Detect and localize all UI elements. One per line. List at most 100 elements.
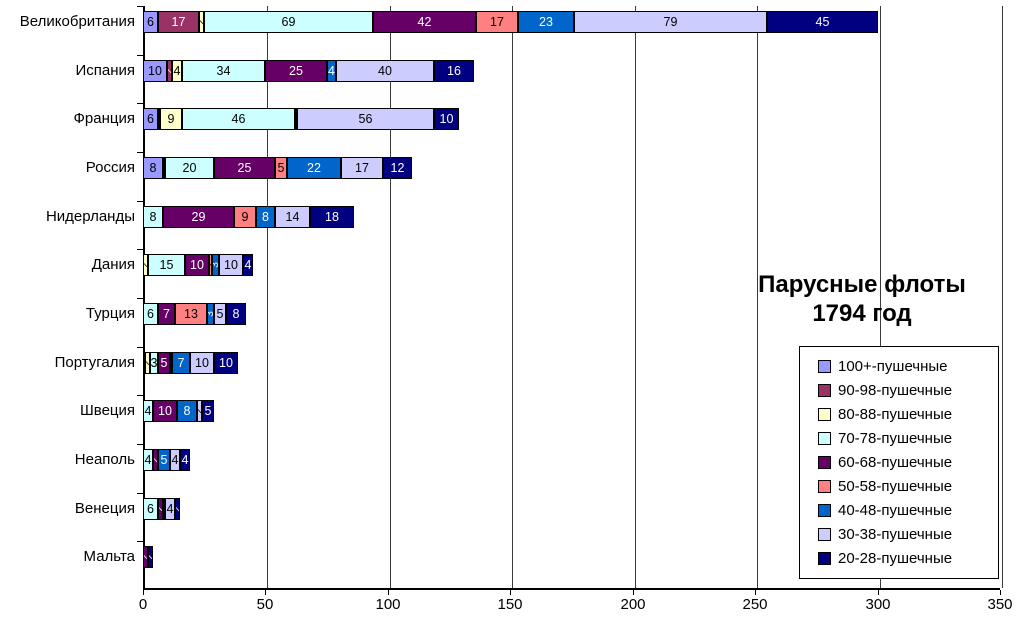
bar-segment: 1 <box>143 352 145 374</box>
bar-segment: 1 <box>163 157 165 179</box>
legend-swatch <box>818 551 831 565</box>
segment-value-label: 5 <box>160 453 168 467</box>
segment-value-label: 4 <box>173 64 181 78</box>
gridline <box>880 6 881 588</box>
bar-segment: 46 <box>182 108 295 130</box>
segment-value-label: 40 <box>378 64 392 78</box>
bar-segment: 4 <box>180 449 190 471</box>
segment-value-label: 10 <box>190 258 204 272</box>
bar-row: 1024342544016 <box>143 60 1000 82</box>
category-label: Венеция <box>74 500 135 517</box>
x-tick-label: 100 <box>375 596 401 613</box>
legend-label: 50-58-пушечные <box>838 477 953 495</box>
bar-row: 8 29 9 8 14 18 <box>143 206 1000 228</box>
chart-title: Парусные флоты 1794 год <box>712 270 1012 328</box>
legend-swatch <box>818 383 831 397</box>
x-axis-tick <box>633 590 634 595</box>
plot-area <box>143 6 1003 590</box>
bar-segment: 4 <box>143 400 153 422</box>
segment-value-label: 10 <box>439 112 454 126</box>
x-tick-label: 0 <box>138 596 148 613</box>
bar-segment: 6 <box>143 108 158 130</box>
y-axis-tick <box>137 6 143 7</box>
segment-value-label: 5 <box>160 356 168 370</box>
y-axis-tick <box>137 103 143 104</box>
legend-item: 90-98-пушечные <box>818 378 998 402</box>
bar-segment: 5 <box>158 449 170 471</box>
segment-value-label: 5 <box>277 161 285 175</box>
gridline <box>267 6 268 588</box>
segment-value-label: 4 <box>171 453 179 467</box>
segment-value-label: 6 <box>147 112 154 126</box>
bar-segment: 2 <box>199 11 204 33</box>
x-axis-tick <box>265 590 266 595</box>
bar-segment: 12 <box>383 157 412 179</box>
segment-value-label: 25 <box>237 161 252 175</box>
category-label: Нидерланды <box>45 208 135 225</box>
y-axis-tick <box>137 55 143 56</box>
gridline <box>1002 6 1003 588</box>
bar-segment: 4 <box>172 60 182 82</box>
legend-swatch <box>818 407 831 421</box>
segment-value-label: 8 <box>262 210 269 224</box>
gridline <box>635 6 636 588</box>
bar-row: 6 17 2 69 42 17 23 79 45 <box>143 11 1000 33</box>
segment-value-label: 8 <box>232 307 240 321</box>
bar-segment: 18 <box>310 206 354 228</box>
bar-segment: 56 <box>297 108 434 130</box>
bar-segment: 9 <box>160 108 182 130</box>
bar-segment: 29 <box>163 206 234 228</box>
bar-segment: 14 <box>275 206 310 228</box>
y-axis-tick <box>137 541 143 542</box>
bar-segment: 5 <box>158 352 170 374</box>
bar-segment: 42 <box>373 11 476 33</box>
category-label: Турция <box>85 305 135 322</box>
bar-segment: 79 <box>574 11 767 33</box>
bar-segment: 2 <box>175 498 180 520</box>
legend-label: 100+-пушечные <box>838 357 948 375</box>
category-label: Дания <box>91 256 135 273</box>
segment-value-label: 42 <box>417 15 432 29</box>
legend-label: 70-78-пушечные <box>838 429 953 447</box>
category-label: Великобритания <box>19 13 135 30</box>
legend: 100+-пушечные 90-98-пушечные 80-88-пушечны… <box>799 346 999 579</box>
category-label: Франция <box>73 110 135 127</box>
bar-segment: 40 <box>336 60 434 82</box>
bar-segment: 8 <box>143 206 163 228</box>
legend-label: 40-48-пушечные <box>838 501 953 519</box>
bar-segment: 2 <box>143 546 148 568</box>
legend-swatch <box>818 431 831 445</box>
bar-segment: 3 <box>212 254 219 276</box>
legend-label: 90-98-пушечные <box>838 381 953 399</box>
bar-segment: 10 <box>190 352 214 374</box>
bar-row: 62142 <box>143 498 1000 520</box>
x-axis-tick <box>510 590 511 595</box>
x-axis-tick <box>1000 590 1001 595</box>
segment-value-label: 2 <box>176 506 179 512</box>
y-axis-tick <box>137 395 143 396</box>
x-axis-tick <box>755 590 756 595</box>
bar-segment: 4 <box>143 449 153 471</box>
segment-value-label: 6 <box>147 307 154 321</box>
bar-segment: 10 <box>143 60 167 82</box>
bar-segment: 17 <box>341 157 383 179</box>
bar-segment: 10 <box>153 400 177 422</box>
chart-title-line1: Парусные флоты <box>758 271 966 298</box>
bar-segment: 8 <box>226 303 246 325</box>
gridline <box>512 6 513 588</box>
legend-item: 80-88-пушечные <box>818 402 998 426</box>
bar-segment: 13 <box>175 303 207 325</box>
bar-segment: 22 <box>287 157 341 179</box>
legend-swatch <box>818 359 831 373</box>
gridline <box>390 6 391 588</box>
segment-value-label: 4 <box>144 453 152 467</box>
x-tick-label: 200 <box>620 596 646 613</box>
bar-segment: 8 <box>177 400 197 422</box>
category-label: Португалия <box>54 354 135 371</box>
bar-segment: 20 <box>165 157 214 179</box>
bar-segment: 45 <box>767 11 878 33</box>
segment-value-label: 46 <box>231 112 246 126</box>
segment-value-label: 4 <box>181 453 189 467</box>
bar-segment: 5 <box>214 303 226 325</box>
